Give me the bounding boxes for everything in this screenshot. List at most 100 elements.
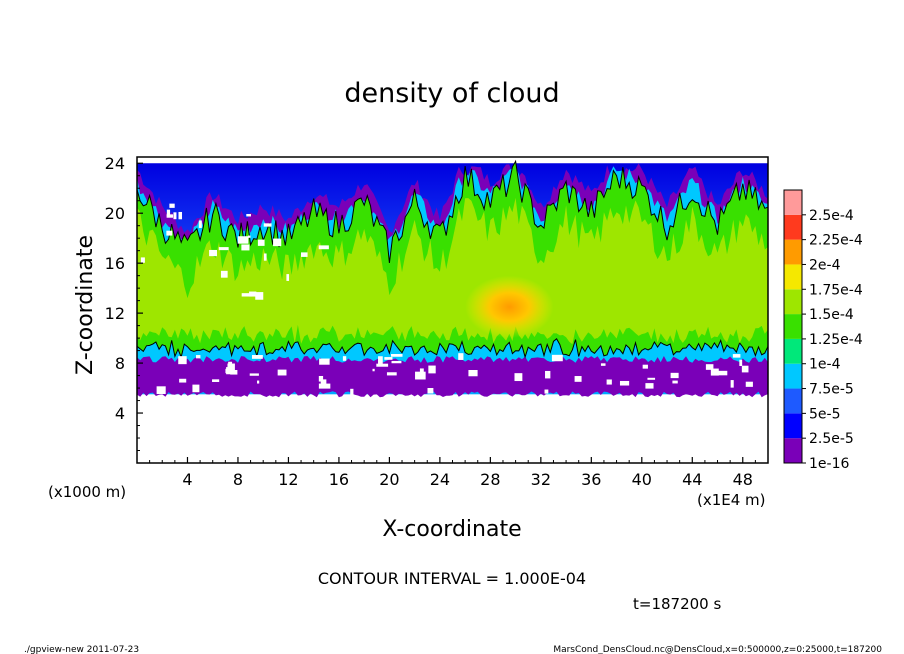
clear-air-gap <box>286 274 290 281</box>
y-unit-note: (x1000 m) <box>48 483 126 501</box>
y-tick-label: 4 <box>115 404 125 423</box>
y-tick-label: 8 <box>115 354 125 373</box>
clear-air-gap <box>300 252 308 257</box>
clear-air-gap <box>320 379 327 385</box>
x-tick-label: 4 <box>182 470 192 489</box>
clear-air-gap <box>732 354 741 358</box>
clear-air-gap <box>741 365 749 373</box>
footer-left: ./gpview-new 2011-07-23 <box>24 645 139 654</box>
y-tick-label: 16 <box>105 254 125 273</box>
time-label: t=187200 s <box>633 595 721 613</box>
x-tick-label: 36 <box>581 470 601 489</box>
clear-air-gap <box>246 213 251 217</box>
footer-right: MarsCond_DensCloud.nc@DensCloud,x=0:5000… <box>553 645 882 654</box>
clear-air-gap <box>166 230 173 236</box>
clear-air-gap <box>237 236 249 244</box>
clear-air-gap <box>228 361 233 366</box>
clear-air-gap <box>263 253 267 261</box>
clear-air-gap <box>241 293 253 297</box>
clear-air-gap <box>318 375 324 382</box>
clear-air-gap <box>178 356 187 365</box>
clear-air-gap <box>376 363 389 367</box>
clear-air-gap <box>319 358 330 365</box>
clear-air-gap <box>574 376 582 382</box>
clear-air-gap <box>419 368 424 373</box>
colorbar-label: 7.5e-5 <box>809 382 854 398</box>
clear-air-gap <box>166 209 171 216</box>
clear-air-gap <box>220 270 228 278</box>
clear-air-gap <box>156 386 166 395</box>
clear-air-gap <box>739 359 743 367</box>
colorbar-label: 2.25e-4 <box>809 233 863 249</box>
colorbar-label: 1e-16 <box>809 456 849 472</box>
colorbar-label: 1.25e-4 <box>809 332 863 348</box>
clear-air-gap <box>619 380 630 386</box>
clear-air-gap <box>378 356 383 364</box>
colorbar-swatch <box>784 388 802 414</box>
clear-air-gap <box>226 367 231 375</box>
clear-air-gap <box>257 380 260 384</box>
x-tick-label: 48 <box>733 470 753 489</box>
clear-air-gap <box>730 380 734 388</box>
clear-air-gap <box>428 365 436 374</box>
clear-air-gap <box>606 379 612 385</box>
y-axis-label: Z-coordinate <box>73 235 98 375</box>
clear-air-gap <box>249 291 257 297</box>
clear-air-gap <box>350 388 354 397</box>
colorbar: 1e-16 2.5e-5 5e-5 7.5e-5 1e-4 1.25e-4 1.5e-4 1.… <box>783 189 863 472</box>
clear-air-gap <box>277 369 287 376</box>
white-gaps <box>140 203 753 397</box>
x-tick-label: 40 <box>632 470 652 489</box>
colorbar-label: 1e-4 <box>809 357 841 373</box>
colorbar-frame <box>783 189 803 464</box>
clear-air-gap <box>209 249 217 257</box>
clear-air-gap <box>179 378 187 383</box>
x-unit-note: (x1E4 m) <box>697 491 766 509</box>
clear-air-gap <box>670 372 679 379</box>
colorbar-label: 1.5e-4 <box>809 307 854 323</box>
x-tick-label: 32 <box>531 470 551 489</box>
clear-air-gap <box>642 364 648 369</box>
colorbar-swatch <box>784 264 802 290</box>
x-tick-label: 16 <box>329 470 349 489</box>
clear-air-gap <box>230 369 238 375</box>
clear-air-gap <box>263 223 272 227</box>
colorbar-label: 2.5e-4 <box>809 208 854 224</box>
clear-air-gap <box>173 212 177 220</box>
colorbar-swatch <box>784 190 802 215</box>
clear-air-gap <box>647 377 656 380</box>
clear-air-gap <box>318 245 329 250</box>
x-tick-label: 8 <box>233 470 243 489</box>
chart-title: density of cloud <box>344 78 559 109</box>
x-axis: 4 8 12 16 20 24 28 32 36 40 44 48 <box>149 457 756 489</box>
clear-air-gap <box>249 373 259 376</box>
colorbar-label: 2.5e-5 <box>809 431 854 447</box>
clear-air-gap <box>427 388 434 394</box>
plot-area <box>137 157 768 463</box>
colorbar-swatch <box>784 338 802 364</box>
clear-air-gap <box>247 235 251 238</box>
clear-air-gap <box>545 370 551 379</box>
clear-air-gap <box>192 384 200 393</box>
colorbar-label: 1.75e-4 <box>809 282 863 298</box>
colorbar-swatch <box>784 363 802 389</box>
x-tick-label: 24 <box>430 470 450 489</box>
clear-air-gap <box>372 368 375 372</box>
clear-air-gap <box>196 355 201 359</box>
clear-air-gap <box>458 353 464 360</box>
clear-air-gap <box>715 370 728 376</box>
clear-air-gap <box>468 369 478 377</box>
clear-air-gap <box>600 363 606 366</box>
contour-interval-note: CONTOUR INTERVAL = 1.000E-04 <box>318 569 586 588</box>
dense-cloud-core <box>465 275 554 339</box>
yellow-green-interior <box>137 197 768 345</box>
clear-air-gap <box>318 383 331 389</box>
clear-air-gap <box>745 381 753 387</box>
clear-air-gap <box>415 371 426 380</box>
colorbar-swatch <box>784 413 802 439</box>
clear-air-gap <box>514 373 523 382</box>
clear-air-gap <box>705 364 714 370</box>
y-tick-label: 24 <box>105 154 125 173</box>
x-tick-label: 44 <box>682 470 702 489</box>
